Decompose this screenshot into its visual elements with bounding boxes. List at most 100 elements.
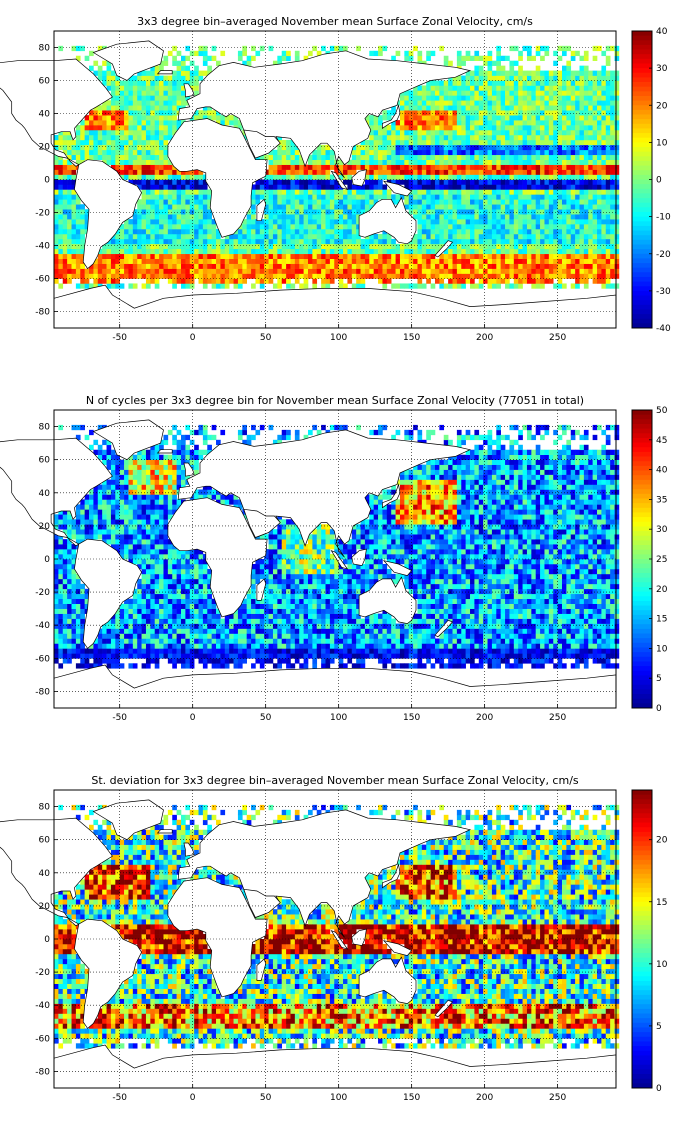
heatmap-bin (154, 243, 160, 250)
heatmap-bin (194, 253, 199, 259)
heatmap-bin (106, 130, 112, 136)
heatmap-bin (430, 134, 436, 141)
heatmap-bin (483, 229, 488, 235)
heatmap-bin (286, 243, 291, 250)
heatmap-bin (242, 233, 247, 240)
heatmap-bin (373, 258, 379, 264)
heatmap-bin (242, 248, 247, 255)
heatmap-bin (535, 149, 541, 156)
heatmap-bin (194, 75, 199, 81)
heatmap-bin (522, 139, 528, 146)
heatmap-bin (211, 258, 217, 264)
heatmap-bin (154, 159, 160, 165)
heatmap-bin (119, 544, 125, 550)
colorbar-segment (632, 72, 652, 78)
heatmap-bin (356, 233, 361, 240)
heatmap-bin (181, 283, 186, 289)
heatmap-bin (443, 248, 449, 255)
heatmap-bin (579, 204, 585, 210)
heatmap-bin (382, 134, 388, 141)
heatmap-bin (321, 184, 326, 190)
heatmap-bin (553, 204, 558, 210)
heatmap-bin (110, 494, 116, 500)
heatmap-bin (597, 229, 602, 235)
heatmap-bin (198, 50, 204, 57)
heatmap-bin (128, 149, 134, 156)
heatmap-bin (159, 273, 164, 279)
heatmap-bin (71, 534, 77, 540)
heatmap-bin (58, 130, 64, 136)
heatmap-bin (548, 238, 554, 245)
heatmap-bin (500, 248, 506, 255)
heatmap-bin (540, 204, 545, 210)
heatmap-bin (395, 164, 401, 170)
heatmap-bin (575, 273, 580, 279)
heatmap-bin (526, 164, 532, 170)
heatmap-bin (531, 238, 537, 245)
heatmap-bin (434, 209, 440, 215)
heatmap-bin (294, 204, 300, 210)
heatmap-bin (316, 194, 322, 200)
heatmap-bin (535, 85, 541, 91)
heatmap-bin (71, 648, 77, 654)
heatmap-bin (513, 179, 519, 185)
heatmap-bin (154, 189, 160, 195)
heatmap-bin (448, 134, 453, 141)
heatmap-bin (145, 95, 151, 101)
heatmap-bin (417, 105, 423, 111)
heatmap-bin (513, 45, 519, 52)
heatmap-bin (141, 149, 147, 156)
heatmap-bin (202, 238, 208, 245)
heatmap-bin (535, 70, 541, 76)
heatmap-bin (478, 273, 484, 279)
heatmap-bin (220, 278, 226, 284)
heatmap-bin (185, 199, 191, 205)
heatmap-bin (513, 169, 519, 175)
heatmap-bin (456, 253, 462, 259)
heatmap-bin (119, 263, 125, 269)
heatmap-bin (115, 110, 120, 116)
heatmap-bin (154, 125, 160, 131)
heatmap-bin (329, 219, 335, 225)
heatmap-bin (452, 144, 458, 151)
heatmap-bin (588, 243, 593, 250)
heatmap-bin (557, 273, 563, 279)
heatmap-bin (561, 263, 567, 269)
heatmap-bin (172, 238, 177, 245)
heatmap-bin (588, 253, 593, 259)
heatmap-bin (237, 283, 243, 289)
heatmap-bin (268, 159, 274, 165)
heatmap-bin (93, 439, 99, 446)
heatmap-bin (154, 258, 160, 264)
heatmap-bin (321, 174, 326, 180)
heatmap-bin (465, 105, 471, 111)
heatmap-bin (592, 194, 598, 200)
heatmap-bin (75, 268, 81, 274)
heatmap-bin (583, 174, 589, 180)
heatmap-bin (588, 248, 593, 255)
heatmap-bin (566, 115, 572, 121)
heatmap-bin (583, 263, 589, 269)
heatmap-bin (439, 45, 445, 52)
heatmap-bin (106, 159, 112, 165)
heatmap-bin (566, 90, 572, 96)
heatmap-bin (404, 110, 410, 116)
heatmap-bin (540, 199, 545, 205)
heatmap-bin (448, 144, 453, 151)
heatmap-bin (286, 253, 291, 259)
heatmap-bin (518, 100, 523, 106)
heatmap-bin (413, 253, 418, 259)
heatmap-bin (307, 174, 313, 180)
heatmap-bin (505, 189, 510, 195)
heatmap-bin (58, 204, 64, 210)
heatmap-bin (443, 169, 449, 175)
heatmap-bin (404, 194, 410, 200)
heatmap-bin (395, 268, 401, 274)
heatmap-bin (102, 243, 107, 250)
heatmap-bin (272, 214, 278, 220)
heatmap-bin (597, 199, 602, 205)
heatmap-bin (294, 219, 300, 225)
heatmap-bin (430, 204, 436, 210)
heatmap-bin (456, 164, 462, 170)
heatmap-bin (189, 174, 195, 180)
